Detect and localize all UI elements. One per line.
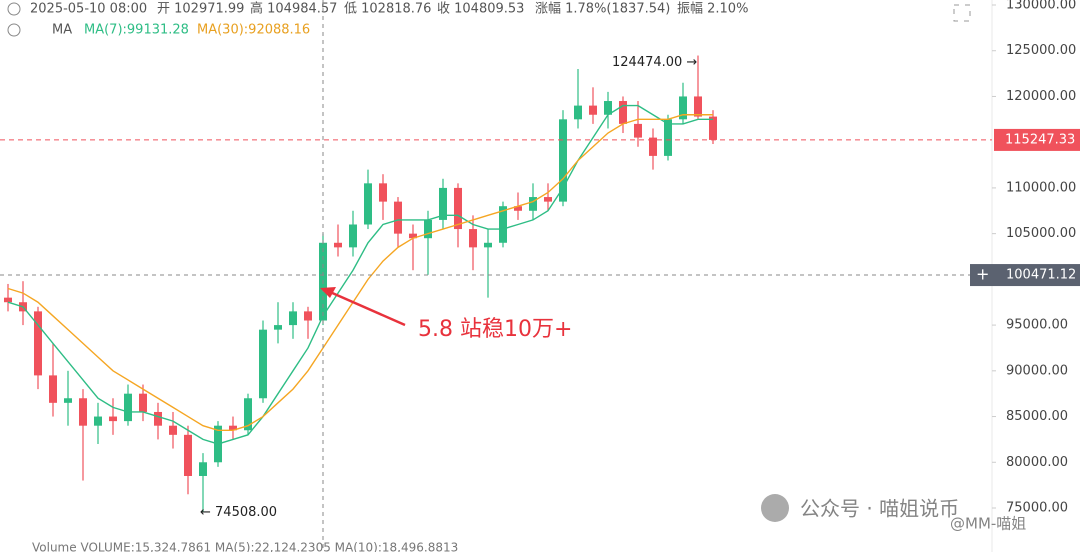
header-change: 涨幅 1.78%(1837.54) xyxy=(535,2,670,17)
candle-body xyxy=(514,206,522,211)
header-low: 低 102818.76 xyxy=(344,2,431,17)
candle-body xyxy=(649,137,657,156)
y-tick-label: 90000.00 xyxy=(1006,363,1068,378)
annotation-arrowhead xyxy=(320,287,336,298)
ma-line xyxy=(7,104,713,445)
candle-body xyxy=(409,233,417,239)
candle-body xyxy=(439,187,447,220)
candle-body xyxy=(454,187,462,230)
y-tick-label: 130000.00 xyxy=(1006,0,1076,13)
candle-body xyxy=(529,197,537,211)
y-tick-label: 75000.00 xyxy=(1006,501,1068,516)
crosshair-label: 100471.12 xyxy=(1006,268,1076,283)
candle-body xyxy=(394,201,402,234)
y-tick-label: 110000.00 xyxy=(1006,180,1076,195)
candle-body xyxy=(34,311,42,376)
crosshair-plus: + xyxy=(976,265,989,284)
volume-line: Volume VOLUME:15,324.7861 MA(5):22,124.2… xyxy=(32,541,458,552)
candle-body xyxy=(244,398,252,431)
candle-body xyxy=(124,393,132,422)
fullscreen-icon[interactable] xyxy=(953,4,971,22)
candle-body xyxy=(634,123,642,138)
candle-body xyxy=(304,311,312,321)
header-time: 2025-05-10 08:00 xyxy=(30,2,147,17)
annotation: 5.8 站稳10万+ xyxy=(418,317,572,342)
candle-body xyxy=(64,398,72,403)
candle-body xyxy=(139,393,147,412)
candle-body xyxy=(349,224,357,248)
ma30-value: MA(30):92088.16 xyxy=(197,23,310,38)
watermark: 公众号 · 喵姐说币 xyxy=(800,497,959,521)
crosshair-tag xyxy=(970,264,1080,287)
candle-body xyxy=(94,416,102,426)
candle-body xyxy=(484,242,492,248)
candle-body xyxy=(574,105,582,120)
candle-body xyxy=(679,96,687,120)
candle-body xyxy=(664,119,672,156)
candle-body xyxy=(274,325,282,330)
y-tick-label: 105000.00 xyxy=(1006,226,1076,241)
candle-body xyxy=(544,197,552,202)
candle-body xyxy=(154,411,162,426)
candle-body xyxy=(379,183,387,202)
candle-body xyxy=(604,101,612,115)
header-high: 高 104984.57 xyxy=(250,1,337,17)
header-close: 收 104809.53 xyxy=(437,2,524,17)
candle-body xyxy=(589,105,597,115)
candle-body xyxy=(49,375,57,403)
ma7-value: MA(7):99131.28 xyxy=(84,23,189,38)
y-tick-label: 80000.00 xyxy=(1006,455,1068,470)
candle-body xyxy=(184,434,192,476)
ma-label: MA xyxy=(52,23,72,38)
last-price-label: 115247.33 xyxy=(1005,132,1075,147)
annotation-arrow xyxy=(329,290,406,327)
candle-body xyxy=(424,219,432,239)
candle-body xyxy=(334,242,342,248)
min-label: ← 74508.00 xyxy=(200,505,277,520)
y-tick-label: 95000.00 xyxy=(1006,318,1068,333)
candle-body xyxy=(79,398,87,426)
collapse-icon[interactable] xyxy=(7,23,21,37)
candle-body xyxy=(229,425,237,431)
y-tick-label: 85000.00 xyxy=(1006,409,1068,424)
candle-body xyxy=(694,96,702,117)
candle-body xyxy=(469,229,477,248)
last-price-tag xyxy=(994,128,1080,151)
candle-body xyxy=(4,297,12,303)
watermark-author: @MM-喵姐 xyxy=(950,515,1026,533)
candle-body xyxy=(169,425,177,435)
candle-body xyxy=(709,116,717,140)
candle-body xyxy=(364,183,372,225)
y-tick-label: 120000.00 xyxy=(1006,89,1076,104)
candle-body xyxy=(499,206,507,243)
collapse-icon[interactable] xyxy=(7,2,21,16)
max-label: 124474.00 → xyxy=(612,55,697,70)
candle-body xyxy=(109,416,117,422)
candle-body xyxy=(559,119,567,202)
y-tick-label: 125000.00 xyxy=(1006,43,1076,58)
candle-body xyxy=(289,311,297,326)
candle-body xyxy=(619,101,627,124)
wechat-icon xyxy=(761,494,789,522)
header-amplitude: 振幅 2.10% xyxy=(677,2,748,17)
candle-body xyxy=(259,329,267,399)
candle-body xyxy=(199,462,207,476)
ma-line xyxy=(7,114,713,431)
header-open: 开 102971.99 xyxy=(157,2,244,17)
